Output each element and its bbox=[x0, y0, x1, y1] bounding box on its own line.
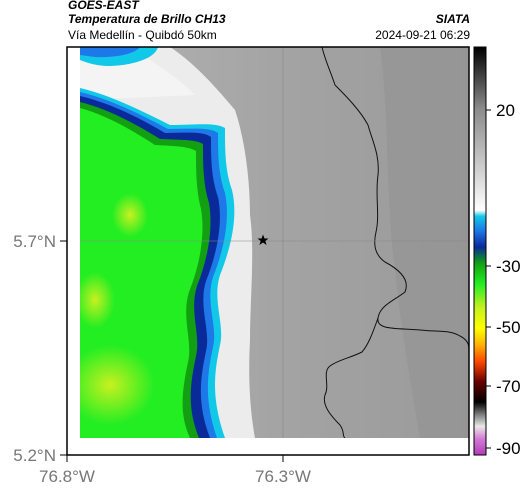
coldest-spot-mid bbox=[80, 272, 115, 328]
map-border bbox=[66, 46, 470, 456]
colorbar-label-minus70: -70 bbox=[496, 377, 521, 396]
coldest-spot-north bbox=[112, 193, 148, 237]
lat-label-5.7: 5.7°N bbox=[13, 232, 56, 251]
product-title: Temperatura de Brillo CH13 bbox=[68, 12, 226, 26]
star-icon bbox=[257, 234, 269, 245]
colorbar-label-minus30: -30 bbox=[496, 257, 521, 276]
brightness-temperature-field bbox=[80, 47, 469, 438]
colorbar bbox=[473, 46, 487, 456]
department-border-south bbox=[323, 317, 379, 438]
colorbar-label-minus50: -50 bbox=[496, 318, 521, 337]
lon-label-76.8: 76.8°W bbox=[39, 467, 95, 486]
department-border-east bbox=[321, 47, 469, 351]
colorbar-label-20: 20 bbox=[496, 101, 515, 120]
region-label: Vía Medellín - Quibdó 50km bbox=[68, 28, 217, 42]
coldest-spot-south bbox=[80, 345, 155, 425]
timestamp-label: 2024-09-21 06:29 bbox=[375, 28, 470, 42]
colorbar-label-minus90: -90 bbox=[496, 439, 521, 458]
darker-warm-region bbox=[380, 47, 469, 438]
cold-top-blue bbox=[80, 47, 140, 58]
lon-label-76.3: 76.3°W bbox=[255, 467, 311, 486]
lat-label-5.2: 5.2°N bbox=[13, 446, 56, 465]
organization-label: SIATA bbox=[435, 12, 470, 26]
satellite-title: GOES-EAST bbox=[68, 0, 139, 12]
